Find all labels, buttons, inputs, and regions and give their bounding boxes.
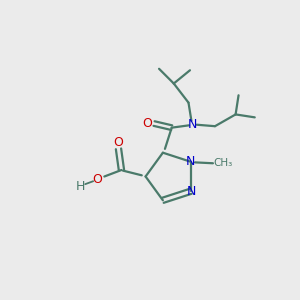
Text: N: N [188, 118, 198, 131]
Text: O: O [142, 117, 152, 130]
Text: N: N [187, 185, 196, 198]
Text: CH₃: CH₃ [214, 158, 233, 168]
Text: O: O [92, 173, 102, 186]
Text: H: H [76, 180, 85, 193]
Text: O: O [114, 136, 123, 149]
Text: N: N [186, 155, 196, 168]
